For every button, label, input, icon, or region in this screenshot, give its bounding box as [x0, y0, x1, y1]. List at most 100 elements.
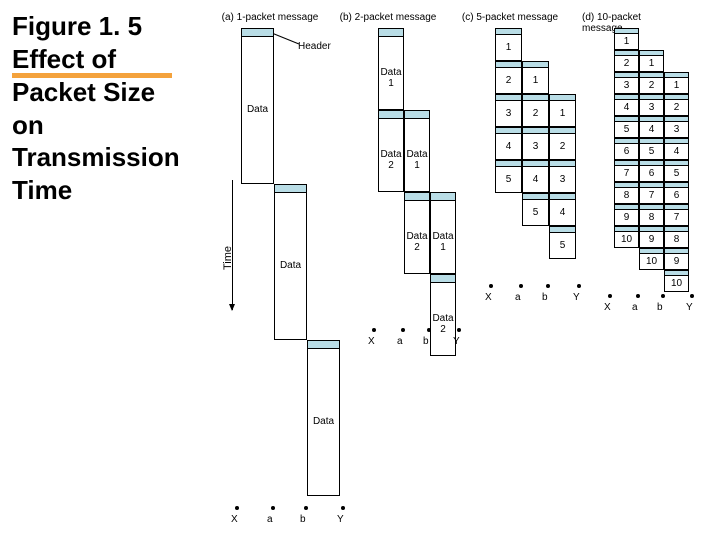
packet: 8: [639, 204, 664, 226]
packet: Data 1: [404, 110, 430, 192]
packet-header: [640, 249, 663, 254]
packet: 4: [639, 116, 664, 138]
packet-header: [615, 183, 638, 188]
node-label: a: [515, 292, 521, 303]
packet-label: 9: [665, 257, 688, 268]
packet-label: 10: [615, 235, 638, 246]
node-dot: [690, 294, 694, 298]
node-label: a: [397, 336, 403, 347]
title-line-1: Figure 1. 5: [12, 11, 142, 41]
packet: 3: [522, 127, 549, 160]
node-label: a: [632, 302, 638, 313]
packet-header: [615, 139, 638, 144]
packet-header: [665, 205, 688, 210]
packet-header: [496, 161, 521, 167]
node-dot: [457, 328, 461, 332]
packet: 9: [664, 248, 689, 270]
packet: 2: [614, 50, 639, 72]
packet: 1: [495, 28, 522, 61]
packet-header: [640, 139, 663, 144]
packet-header: [640, 161, 663, 166]
packet-header: [640, 117, 663, 122]
packet-label: 2: [615, 59, 638, 70]
packet: 5: [614, 116, 639, 138]
node-dot: [271, 506, 275, 510]
packet: 2: [639, 72, 664, 94]
packet-label: 1: [640, 59, 663, 70]
packet-header: [615, 51, 638, 56]
packet: Data: [241, 28, 274, 184]
packet-label: 2: [523, 109, 548, 120]
title-line-6: Time: [12, 175, 72, 205]
packet-header: [379, 111, 403, 119]
packet-header: [615, 29, 638, 34]
node-label: b: [300, 514, 306, 525]
packet-header: [615, 73, 638, 78]
packet: Data: [274, 184, 307, 340]
node-label: b: [542, 292, 548, 303]
packet-header: [550, 128, 575, 134]
packet-label: 10: [665, 279, 688, 290]
packet-header: [640, 73, 663, 78]
node-dot: [401, 328, 405, 332]
packet-label: 5: [640, 147, 663, 158]
packet-label: 10: [640, 257, 663, 268]
packet-header: [640, 95, 663, 100]
packet-label: 5: [665, 169, 688, 180]
packet-label: 1: [523, 76, 548, 87]
node-dot: [636, 294, 640, 298]
packet-header: [640, 205, 663, 210]
packet-label: 5: [523, 208, 548, 219]
packet-label: 8: [665, 235, 688, 246]
packet: 10: [664, 270, 689, 292]
packet-label: 3: [615, 81, 638, 92]
packet: 10: [639, 248, 664, 270]
title-line-4: on: [12, 110, 44, 140]
packet-header: [308, 341, 339, 349]
packet-label: Data 1: [405, 150, 429, 171]
node-dot: [235, 506, 239, 510]
node-dot: [372, 328, 376, 332]
packet-label: 2: [665, 103, 688, 114]
packet: 5: [549, 226, 576, 259]
packet: 2: [549, 127, 576, 160]
packet-header: [615, 161, 638, 166]
packet-label: 6: [640, 169, 663, 180]
packet-header: [665, 249, 688, 254]
packet: 5: [664, 160, 689, 182]
packet-label: 9: [640, 235, 663, 246]
packet: 5: [639, 138, 664, 160]
node-label: a: [267, 514, 273, 525]
packet: 10: [614, 226, 639, 248]
packet: 6: [639, 160, 664, 182]
packet-label: 7: [665, 213, 688, 224]
node-dot: [519, 284, 523, 288]
packet-header: [640, 227, 663, 232]
packet-header: [665, 161, 688, 166]
packet-label: 3: [550, 175, 575, 186]
node-label: Y: [686, 302, 693, 313]
packet-label: 8: [615, 191, 638, 202]
packet-header: [379, 29, 403, 37]
packet-label: 2: [496, 76, 521, 87]
node-dot: [546, 284, 550, 288]
column-label-a: (a) 1-packet message: [222, 12, 319, 23]
packet-label: 4: [640, 125, 663, 136]
packet-header: [523, 128, 548, 134]
packet-header: [665, 139, 688, 144]
packet-label: 4: [523, 175, 548, 186]
packet-header: [496, 95, 521, 101]
packet-label: Data 2: [405, 232, 429, 253]
packet-label: 4: [665, 147, 688, 158]
node-label: b: [657, 302, 663, 313]
packet: Data 1: [430, 192, 456, 274]
packet: 2: [522, 94, 549, 127]
packet-label: 6: [665, 191, 688, 202]
node-label: X: [231, 514, 238, 525]
packet-label: 1: [665, 81, 688, 92]
packet: 1: [639, 50, 664, 72]
figure-title: Figure 1. 5 Effect of Packet Size on Tra…: [12, 10, 180, 206]
node-label: X: [485, 292, 492, 303]
packet-header: [431, 275, 455, 283]
node-dot: [661, 294, 665, 298]
